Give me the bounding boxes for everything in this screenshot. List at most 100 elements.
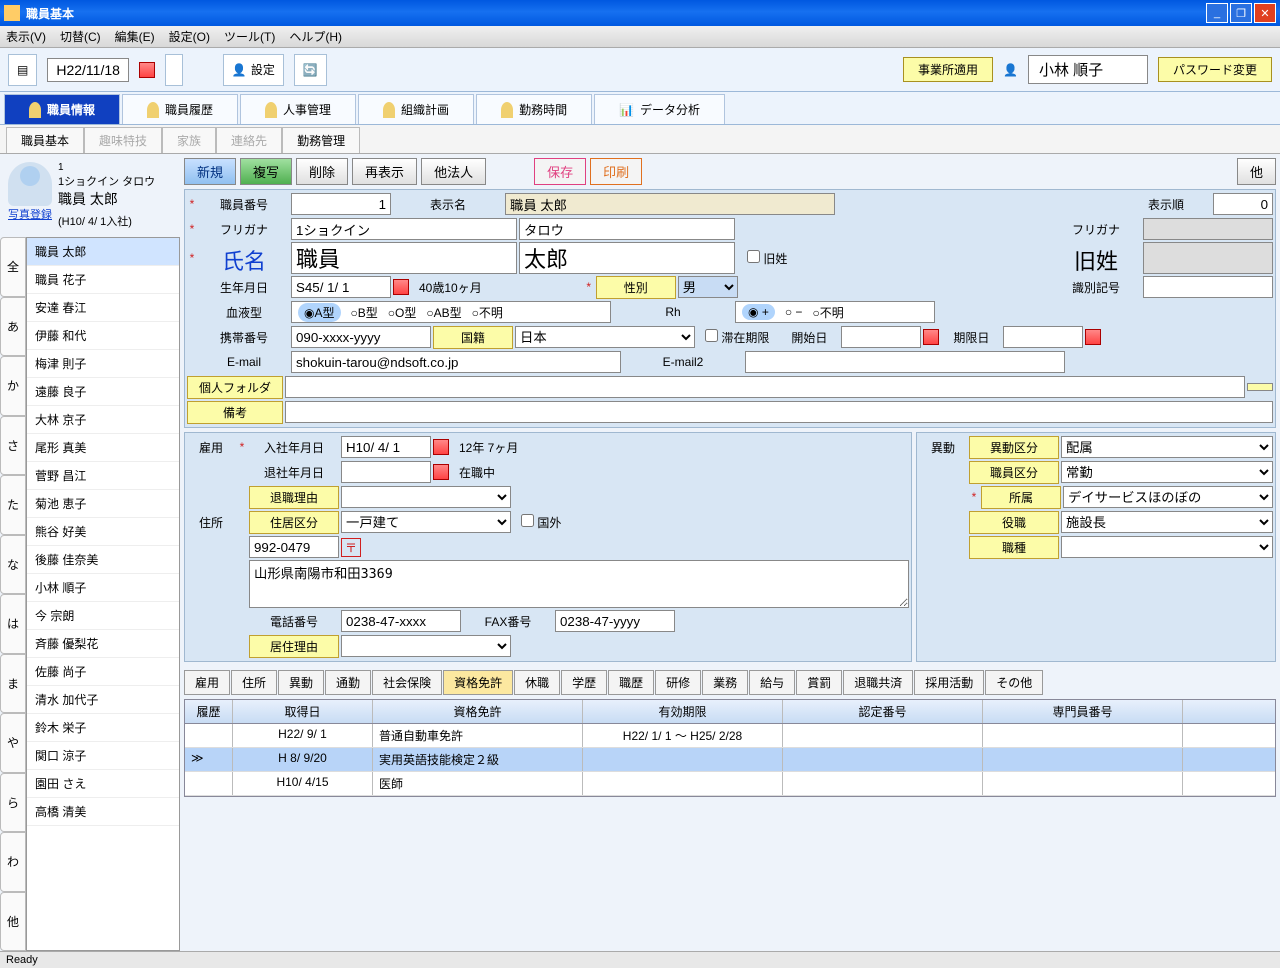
detail-tab[interactable]: 賞罰 — [796, 670, 842, 695]
copy-button[interactable]: 複写 — [240, 158, 292, 185]
list-item[interactable]: 菊池 恵子 — [27, 490, 179, 518]
list-item[interactable]: 小林 順子 — [27, 574, 179, 602]
tab-data-analysis[interactable]: 📊 データ分析 — [594, 94, 725, 124]
leave-date-input[interactable] — [341, 461, 431, 483]
transfer-class-select[interactable]: 配属 — [1061, 436, 1273, 458]
detail-tab[interactable]: 研修 — [655, 670, 701, 695]
list-item[interactable]: 熊谷 好美 — [27, 518, 179, 546]
list-item[interactable]: 関口 涼子 — [27, 742, 179, 770]
detail-tab[interactable]: 異動 — [278, 670, 324, 695]
leave-reason-select[interactable] — [341, 486, 511, 508]
list-item[interactable]: 大林 京子 — [27, 406, 179, 434]
tab-employee-history[interactable]: 職員履歴 — [122, 94, 238, 124]
position-label[interactable]: 役職 — [969, 511, 1059, 534]
residence-class-label[interactable]: 住居区分 — [249, 511, 339, 534]
subtab-basic[interactable]: 職員基本 — [6, 127, 84, 153]
email-input[interactable] — [291, 351, 621, 373]
last-name-input[interactable] — [291, 242, 517, 274]
maximize-button[interactable]: ❐ — [1230, 3, 1252, 23]
dept-select[interactable]: デイサービスほのぼの — [1063, 486, 1273, 508]
detail-tab[interactable]: 住所 — [231, 670, 277, 695]
current-date[interactable]: H22/11/18 — [47, 58, 129, 82]
blood-type-radio[interactable]: ◉A型 ○B型 ○O型 ○AB型 ○不明 — [291, 301, 611, 323]
detail-tab[interactable]: 退職共済 — [843, 670, 913, 695]
furigana-old-input[interactable] — [1143, 218, 1273, 240]
other-corp-button[interactable]: 他法人 — [421, 158, 486, 185]
kana-tab[interactable]: た — [0, 475, 26, 535]
list-item[interactable]: 今 宗朗 — [27, 602, 179, 630]
detail-tab[interactable]: 学歴 — [561, 670, 607, 695]
redisplay-button[interactable]: 再表示 — [352, 158, 417, 185]
close-button[interactable]: ✕ — [1254, 3, 1276, 23]
list-item[interactable]: 職員 太郎 — [27, 238, 179, 266]
other-button[interactable]: 他 — [1237, 158, 1276, 185]
list-item[interactable]: 菅野 昌江 — [27, 462, 179, 490]
table-row[interactable]: H10/ 4/15医師 — [185, 772, 1275, 796]
detail-tab[interactable]: 資格免許 — [443, 670, 513, 695]
save-button[interactable]: 保存 — [534, 158, 586, 185]
table-row[interactable]: ≫H 8/ 9/20実用英語技能検定２級 — [185, 748, 1275, 772]
dept-label[interactable]: 所属 — [981, 486, 1061, 509]
toolbar-doc-button[interactable]: ▤ — [8, 54, 37, 86]
detail-tab[interactable]: 給与 — [749, 670, 795, 695]
personal-folder-input[interactable] — [285, 376, 1245, 398]
address-input[interactable] — [249, 560, 909, 608]
position-select[interactable]: 施設長 — [1061, 511, 1273, 533]
leave-reason-label[interactable]: 退職理由 — [249, 486, 339, 509]
job-label[interactable]: 職種 — [969, 536, 1059, 559]
subtab-contact[interactable]: 連絡先 — [216, 127, 282, 153]
menu-settings[interactable]: 設定(O) — [169, 28, 210, 45]
calendar-icon[interactable] — [923, 329, 939, 345]
furigana-last-input[interactable] — [291, 218, 517, 240]
detail-tab[interactable]: 休職 — [514, 670, 560, 695]
tel-input[interactable] — [341, 610, 461, 632]
residence-class-select[interactable]: 一戸建て — [341, 511, 511, 533]
apply-office-button[interactable]: 事業所適用 — [903, 57, 993, 82]
subtab-family[interactable]: 家族 — [162, 127, 216, 153]
list-item[interactable]: 梅津 則子 — [27, 350, 179, 378]
email2-input[interactable] — [745, 351, 1065, 373]
list-item[interactable]: 伊藤 和代 — [27, 322, 179, 350]
mobile-input[interactable] — [291, 326, 431, 348]
kana-tab[interactable]: 全 — [0, 237, 26, 297]
list-item[interactable]: 斉藤 優梨花 — [27, 630, 179, 658]
sex-select[interactable]: 男 — [678, 276, 738, 298]
folder-browse-button[interactable] — [1247, 383, 1273, 391]
residence-reason-label[interactable]: 居住理由 — [249, 635, 339, 658]
list-item[interactable]: 鈴木 栄子 — [27, 714, 179, 742]
detail-tab[interactable]: 社会保険 — [372, 670, 442, 695]
calendar-icon[interactable] — [139, 62, 155, 78]
minimize-button[interactable]: _ — [1206, 3, 1228, 23]
rh-radio[interactable]: ◉ + ○ − ○不明 — [735, 301, 935, 323]
kana-tab[interactable]: あ — [0, 297, 26, 357]
disp-order-input[interactable] — [1213, 193, 1273, 215]
menu-switch[interactable]: 切替(C) — [60, 28, 101, 45]
remarks-input[interactable] — [285, 401, 1273, 423]
abroad-checkbox[interactable]: 国外 — [513, 514, 569, 531]
calendar-icon[interactable] — [433, 464, 449, 480]
nationality-select[interactable]: 日本 — [515, 326, 695, 348]
list-item[interactable]: 清水 加代子 — [27, 686, 179, 714]
password-change-button[interactable]: パスワード変更 — [1158, 57, 1272, 82]
delete-button[interactable]: 削除 — [296, 158, 348, 185]
kana-tab[interactable]: ら — [0, 773, 26, 833]
detail-tab[interactable]: 雇用 — [184, 670, 230, 695]
limit-date-input[interactable] — [1003, 326, 1083, 348]
id-code-input[interactable] — [1143, 276, 1273, 298]
list-item[interactable]: 職員 花子 — [27, 266, 179, 294]
settings-button[interactable]: 👤 設定 — [223, 54, 284, 86]
detail-tab[interactable]: 採用活動 — [914, 670, 984, 695]
subtab-hobby[interactable]: 趣味特技 — [84, 127, 162, 153]
remarks-label[interactable]: 備考 — [187, 401, 283, 424]
transfer-class-label[interactable]: 異動区分 — [969, 436, 1059, 459]
tab-org-plan[interactable]: 組織計画 — [358, 94, 474, 124]
tab-hr[interactable]: 人事管理 — [240, 94, 356, 124]
new-button[interactable]: 新規 — [184, 158, 236, 185]
postal-icon[interactable]: 〒 — [341, 538, 361, 557]
detail-tab[interactable]: 通勤 — [325, 670, 371, 695]
list-item[interactable]: 佐藤 尚子 — [27, 658, 179, 686]
personal-folder-label[interactable]: 個人フォルダ — [187, 376, 283, 399]
kana-tab[interactable]: か — [0, 356, 26, 416]
detail-tab[interactable]: 業務 — [702, 670, 748, 695]
menu-help[interactable]: ヘルプ(H) — [289, 28, 342, 45]
